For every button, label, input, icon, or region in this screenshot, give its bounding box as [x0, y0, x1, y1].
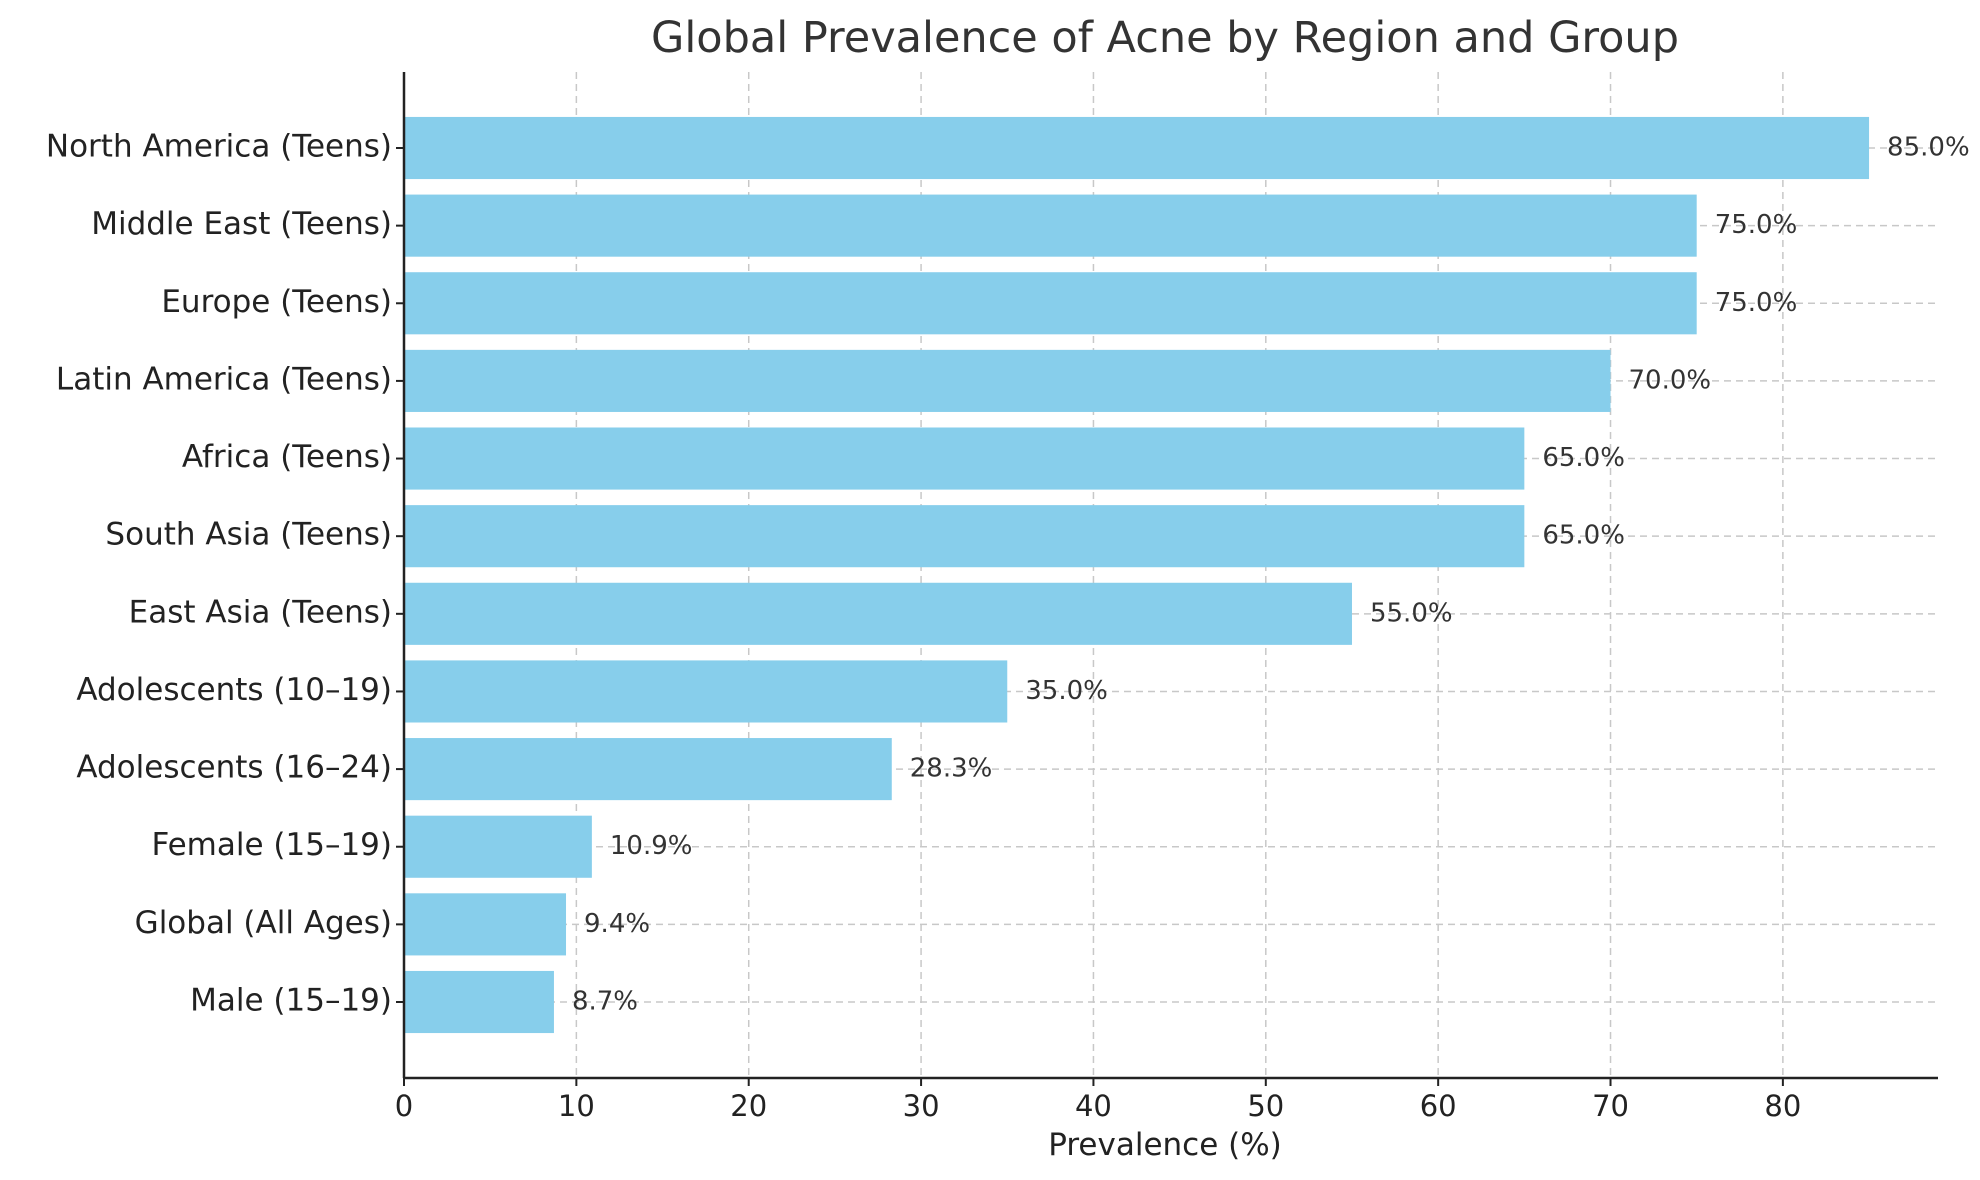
x-tick-label: 70: [1592, 1089, 1629, 1123]
y-axis-categories: North America (Teens) Middle East (Teens)…: [46, 129, 392, 1019]
bar: [404, 505, 1525, 568]
bar: [404, 893, 567, 956]
bar: [404, 272, 1697, 335]
bar: [404, 660, 1008, 723]
bar: [404, 815, 592, 878]
category-label: South Asia (Teens): [105, 517, 392, 553]
data-label: 10.9%: [610, 831, 693, 861]
x-tick-label: 40: [1075, 1089, 1112, 1123]
category-label: Latin America (Teens): [56, 361, 392, 397]
data-label: 55.0%: [1370, 598, 1453, 628]
category-label: Adolescents (10–19): [76, 672, 392, 708]
data-label: 28.3%: [910, 754, 993, 784]
bars: [404, 116, 1870, 1034]
bar: [404, 349, 1611, 412]
x-tick-label: 20: [730, 1089, 767, 1123]
category-label: East Asia (Teens): [129, 594, 392, 630]
data-label: 85.0%: [1887, 133, 1970, 163]
x-axis-ticks: 0 10 20 30 40 50 60 70 80: [395, 1078, 1801, 1123]
axes: [396, 72, 1938, 1080]
data-label: 65.0%: [1542, 443, 1625, 473]
category-label: Middle East (Teens): [91, 206, 392, 242]
x-tick-label: 30: [903, 1089, 940, 1123]
x-axis-label: Prevalence (%): [1048, 1127, 1282, 1163]
bar: [404, 194, 1697, 257]
data-label: 70.0%: [1629, 365, 1712, 395]
category-label: Female (15–19): [151, 827, 392, 863]
data-label: 35.0%: [1025, 676, 1108, 706]
data-label: 9.4%: [584, 909, 650, 939]
bar: [404, 116, 1870, 180]
data-label: 75.0%: [1715, 288, 1798, 318]
category-label: Adolescents (16–24): [76, 750, 392, 786]
bar: [404, 970, 554, 1034]
x-tick-label: 50: [1247, 1089, 1284, 1123]
bar: [404, 427, 1525, 490]
category-label: Europe (Teens): [161, 284, 392, 320]
data-label: 8.7%: [572, 987, 638, 1017]
category-label: Africa (Teens): [182, 439, 392, 475]
x-tick-label: 10: [558, 1089, 595, 1123]
data-label: 75.0%: [1715, 210, 1798, 240]
x-tick-label: 60: [1420, 1089, 1457, 1123]
x-tick-label: 0: [395, 1089, 413, 1123]
bar: [404, 582, 1352, 645]
data-labels: 85.0% 75.0% 75.0% 70.0% 65.0% 65.0% 55.0% 35.0%…: [572, 133, 1970, 1017]
bar: [404, 738, 892, 801]
chart-title: Global Prevalence of Acne by Region and …: [651, 13, 1679, 63]
category-label: Male (15–19): [190, 983, 392, 1019]
x-tick-label: 80: [1764, 1089, 1801, 1123]
category-label: North America (Teens): [46, 129, 392, 165]
data-label: 65.0%: [1542, 521, 1625, 551]
category-label: Global (All Ages): [135, 905, 392, 941]
